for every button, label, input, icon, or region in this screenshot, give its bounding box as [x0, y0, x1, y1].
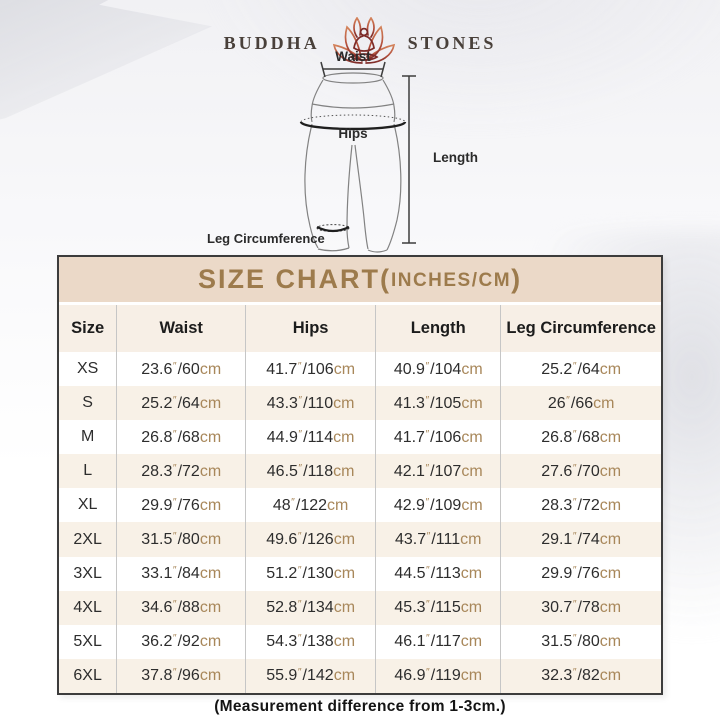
cell-leg: 25.2″/64cm	[500, 352, 661, 387]
size-table: Size Waist Hips Length Leg Circumference…	[59, 305, 661, 693]
table-row: S 25.2″/64cm 43.3″/110cm 41.3″/105cm 26″/66c…	[59, 386, 661, 421]
cell-size: XS	[76, 360, 99, 378]
brand-word-left: BUDDHA	[223, 32, 320, 53]
cell-waist: 31.5″/80cm	[116, 522, 246, 557]
cell-hips: 43.3″/110cm	[245, 386, 376, 421]
col-header-leg-circumference: Leg Circumference	[500, 305, 661, 352]
cell-length: 40.9″/104cm	[375, 352, 501, 387]
col-header-length: Length	[375, 305, 501, 352]
cell-leg: 31.5″/80cm	[500, 624, 661, 659]
cell-hips: 54.3″/138cm	[245, 624, 376, 659]
waistband-seam	[311, 103, 395, 109]
header-row: Size Waist Hips Length Leg Circumference	[59, 305, 661, 352]
cell-waist: 29.9″/76cm	[116, 488, 246, 523]
length-measure-line	[402, 75, 416, 244]
table-row: 6XL 37.8″/96cm 55.9″/142cm 46.9″/119cm 32.3″…	[59, 658, 661, 693]
table-row: L 28.3″/72cm 46.5″/118cm 42.1″/107cm 27.6″/7…	[59, 454, 661, 489]
cell-size: 2XL	[73, 530, 102, 548]
waist-label: Waist	[335, 49, 371, 64]
cell-length: 46.1″/117cm	[375, 624, 501, 659]
title-close: )	[511, 264, 523, 294]
brand-word-right: STONES	[407, 32, 497, 53]
cell-leg: 27.6″/70cm	[500, 454, 661, 489]
waistband-outline	[322, 72, 384, 84]
cell-size: XL	[77, 496, 98, 514]
table-row: 2XL 31.5″/80cm 49.6″/126cm 43.7″/111cm 29.1″…	[59, 522, 661, 557]
cell-length: 41.3″/105cm	[375, 386, 501, 421]
cell-hips: 41.7″/106cm	[245, 352, 376, 387]
cell-hips: 46.5″/118cm	[245, 454, 376, 489]
cell-waist: 25.2″/64cm	[116, 386, 246, 421]
cell-size: L	[83, 462, 93, 480]
col-header-waist: Waist	[116, 305, 246, 352]
size-chart-title: SIZE CHART(INCHES/CM)	[59, 257, 661, 302]
title-units: INCHES/CM	[390, 270, 512, 291]
cell-leg: 28.3″/72cm	[500, 488, 661, 523]
cell-length: 42.9″/109cm	[375, 488, 501, 523]
col-header-hips: Hips	[245, 305, 376, 352]
cell-leg: 29.9″/76cm	[500, 556, 661, 591]
cell-leg: 26.8″/68cm	[500, 420, 661, 455]
cell-waist: 36.2″/92cm	[116, 624, 246, 659]
cell-size: 5XL	[73, 632, 102, 650]
table-row: 3XL 33.1″/84cm 51.2″/130cm 44.5″/113cm 29.9″…	[59, 556, 661, 591]
cell-length: 46.9″/119cm	[375, 658, 501, 693]
hips-label: Hips	[338, 126, 367, 141]
size-chart-card: SIZE CHART(INCHES/CM) Size Waist Hips Le…	[57, 255, 663, 695]
cell-hips: 49.6″/126cm	[245, 522, 376, 557]
length-label: Length	[433, 150, 478, 165]
measurement-footnote: (Measurement difference from 1-3cm.)	[214, 698, 506, 715]
size-table-body: XS 23.6″/60cm 41.7″/106cm 40.9″/104cm 25.2″/…	[59, 352, 661, 693]
cell-leg: 26″/66cm	[500, 386, 661, 421]
lotus-meditator-icon	[332, 17, 395, 64]
cell-hips: 52.8″/134cm	[245, 590, 376, 625]
cell-waist: 37.8″/96cm	[116, 658, 246, 693]
cell-waist: 23.6″/60cm	[116, 352, 246, 387]
brand-logo: BUDDHA STONES	[0, 14, 720, 72]
cell-size: 4XL	[73, 598, 102, 616]
cell-size: M	[80, 428, 95, 446]
cell-hips: 55.9″/142cm	[245, 658, 376, 693]
pants-measurement-diagram: Waist Hips Length Leg Circumference	[207, 49, 478, 253]
table-row: 5XL 36.2″/92cm 54.3″/138cm 46.1″/117cm 31.5″…	[59, 624, 661, 659]
cell-length: 43.7″/111cm	[375, 522, 501, 557]
cell-waist: 34.6″/88cm	[116, 590, 246, 625]
title-divider	[59, 302, 661, 305]
cell-waist: 28.3″/72cm	[116, 454, 246, 489]
cell-size: 6XL	[73, 666, 102, 684]
cell-length: 44.5″/113cm	[375, 556, 501, 591]
title-main: SIZE CHART(	[197, 264, 391, 294]
cell-hips: 48″/122cm	[245, 488, 376, 523]
cell-hips: 51.2″/130cm	[245, 556, 376, 591]
table-row: 4XL 34.6″/88cm 52.8″/134cm 45.3″/115cm 30.7″…	[59, 590, 661, 625]
hips-ellipse-back	[300, 114, 406, 123]
cell-length: 41.7″/106cm	[375, 420, 501, 455]
leg-circumference-label: Leg Circumference	[207, 231, 325, 246]
cell-length: 45.3″/115cm	[375, 590, 501, 625]
cell-leg: 29.1″/74cm	[500, 522, 661, 557]
cell-waist: 26.8″/68cm	[116, 420, 246, 455]
cell-hips: 44.9″/114cm	[245, 420, 376, 455]
hips-ellipse-front	[299, 121, 407, 131]
table-row: M 26.8″/68cm 44.9″/114cm 41.7″/106cm 26.8″/6…	[59, 420, 661, 455]
cell-size: S	[82, 394, 93, 412]
table-row: XS 23.6″/60cm 41.7″/106cm 40.9″/104cm 25.2″/…	[59, 352, 661, 387]
waist-measure-line	[320, 61, 386, 78]
col-header-size: Size	[59, 305, 117, 352]
cell-length: 42.1″/107cm	[375, 454, 501, 489]
cell-leg: 32.3″/82cm	[500, 658, 661, 693]
cell-leg: 30.7″/78cm	[500, 590, 661, 625]
table-row: XL 29.9″/76cm 48″/122cm 42.9″/109cm 28.3″/72…	[59, 488, 661, 523]
leg-cuff-front	[316, 226, 350, 233]
cell-waist: 33.1″/84cm	[116, 556, 246, 591]
cell-size: 3XL	[73, 564, 102, 582]
